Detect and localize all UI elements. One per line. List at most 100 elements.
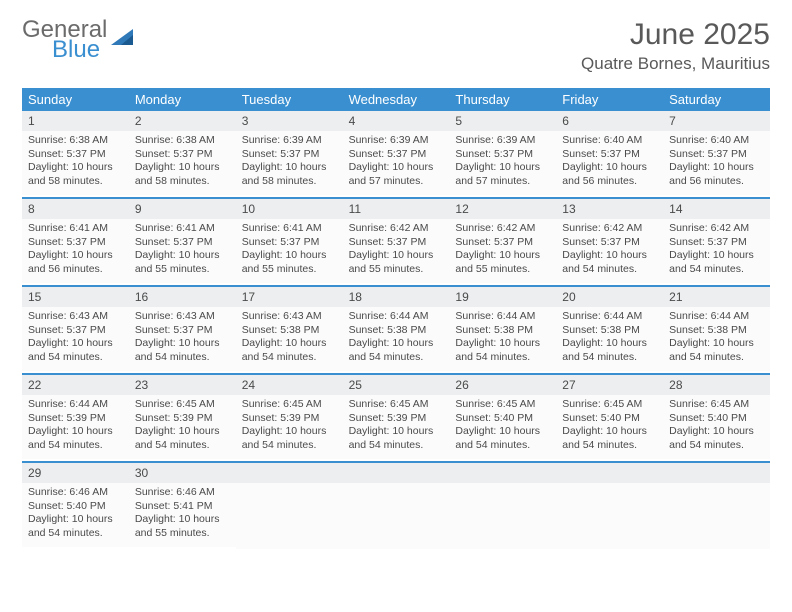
sunrise-text: Sunrise: 6:40 AM xyxy=(562,134,657,148)
day-cell: 1Sunrise: 6:38 AMSunset: 5:37 PMDaylight… xyxy=(22,111,129,197)
day-body: Sunrise: 6:42 AMSunset: 5:37 PMDaylight:… xyxy=(663,219,770,283)
sunrise-text: Sunrise: 6:38 AM xyxy=(135,134,230,148)
day-number: 3 xyxy=(236,111,343,131)
day-number: 23 xyxy=(129,375,236,395)
day-number: 7 xyxy=(663,111,770,131)
sunset-text: Sunset: 5:38 PM xyxy=(349,324,444,338)
sunrise-text: Sunrise: 6:43 AM xyxy=(135,310,230,324)
sunrise-text: Sunrise: 6:44 AM xyxy=(455,310,550,324)
daylight-text: Daylight: 10 hours and 54 minutes. xyxy=(669,249,764,276)
daylight-text: Daylight: 10 hours and 54 minutes. xyxy=(669,337,764,364)
day-cell xyxy=(449,463,556,549)
day-number: 4 xyxy=(343,111,450,131)
day-body: Sunrise: 6:45 AMSunset: 5:40 PMDaylight:… xyxy=(449,395,556,459)
daylight-text: Daylight: 10 hours and 54 minutes. xyxy=(562,425,657,452)
day-body: Sunrise: 6:42 AMSunset: 5:37 PMDaylight:… xyxy=(556,219,663,283)
daylight-text: Daylight: 10 hours and 55 minutes. xyxy=(135,249,230,276)
day-body: Sunrise: 6:43 AMSunset: 5:37 PMDaylight:… xyxy=(129,307,236,371)
day-number: 14 xyxy=(663,199,770,219)
day-body: Sunrise: 6:45 AMSunset: 5:40 PMDaylight:… xyxy=(556,395,663,459)
daylight-text: Daylight: 10 hours and 57 minutes. xyxy=(349,161,444,188)
daylight-text: Daylight: 10 hours and 54 minutes. xyxy=(28,513,123,540)
dayname-row: Sunday Monday Tuesday Wednesday Thursday… xyxy=(22,88,770,111)
day-cell: 26Sunrise: 6:45 AMSunset: 5:40 PMDayligh… xyxy=(449,375,556,461)
day-cell: 9Sunrise: 6:41 AMSunset: 5:37 PMDaylight… xyxy=(129,199,236,285)
daylight-text: Daylight: 10 hours and 54 minutes. xyxy=(669,425,764,452)
day-body: Sunrise: 6:41 AMSunset: 5:37 PMDaylight:… xyxy=(236,219,343,283)
day-cell: 29Sunrise: 6:46 AMSunset: 5:40 PMDayligh… xyxy=(22,463,129,549)
sunset-text: Sunset: 5:41 PM xyxy=(135,500,230,514)
sunset-text: Sunset: 5:39 PM xyxy=(28,412,123,426)
day-body-empty xyxy=(556,483,663,549)
day-cell xyxy=(663,463,770,549)
day-cell: 22Sunrise: 6:44 AMSunset: 5:39 PMDayligh… xyxy=(22,375,129,461)
sunset-text: Sunset: 5:37 PM xyxy=(135,236,230,250)
sunrise-text: Sunrise: 6:39 AM xyxy=(242,134,337,148)
day-number: 19 xyxy=(449,287,556,307)
sunset-text: Sunset: 5:37 PM xyxy=(28,148,123,162)
daylight-text: Daylight: 10 hours and 56 minutes. xyxy=(28,249,123,276)
sunrise-text: Sunrise: 6:39 AM xyxy=(455,134,550,148)
day-body: Sunrise: 6:39 AMSunset: 5:37 PMDaylight:… xyxy=(449,131,556,195)
sunset-text: Sunset: 5:37 PM xyxy=(135,148,230,162)
daylight-text: Daylight: 10 hours and 54 minutes. xyxy=(455,337,550,364)
sunset-text: Sunset: 5:40 PM xyxy=(455,412,550,426)
day-number: 28 xyxy=(663,375,770,395)
day-number: 24 xyxy=(236,375,343,395)
daylight-text: Daylight: 10 hours and 56 minutes. xyxy=(562,161,657,188)
day-cell: 6Sunrise: 6:40 AMSunset: 5:37 PMDaylight… xyxy=(556,111,663,197)
daylight-text: Daylight: 10 hours and 54 minutes. xyxy=(28,337,123,364)
sunrise-text: Sunrise: 6:44 AM xyxy=(562,310,657,324)
day-body: Sunrise: 6:43 AMSunset: 5:37 PMDaylight:… xyxy=(22,307,129,371)
day-number-empty xyxy=(343,463,450,483)
dayname: Tuesday xyxy=(236,88,343,111)
day-number: 27 xyxy=(556,375,663,395)
page-subtitle: Quatre Bornes, Mauritius xyxy=(581,54,770,74)
day-body: Sunrise: 6:45 AMSunset: 5:40 PMDaylight:… xyxy=(663,395,770,459)
day-body: Sunrise: 6:40 AMSunset: 5:37 PMDaylight:… xyxy=(663,131,770,195)
day-number: 16 xyxy=(129,287,236,307)
daylight-text: Daylight: 10 hours and 54 minutes. xyxy=(349,337,444,364)
daylight-text: Daylight: 10 hours and 54 minutes. xyxy=(242,425,337,452)
day-cell: 13Sunrise: 6:42 AMSunset: 5:37 PMDayligh… xyxy=(556,199,663,285)
sunset-text: Sunset: 5:37 PM xyxy=(669,148,764,162)
daylight-text: Daylight: 10 hours and 54 minutes. xyxy=(562,249,657,276)
day-cell: 15Sunrise: 6:43 AMSunset: 5:37 PMDayligh… xyxy=(22,287,129,373)
day-number-empty xyxy=(556,463,663,483)
daylight-text: Daylight: 10 hours and 54 minutes. xyxy=(562,337,657,364)
dayname: Sunday xyxy=(22,88,129,111)
day-cell: 20Sunrise: 6:44 AMSunset: 5:38 PMDayligh… xyxy=(556,287,663,373)
sunrise-text: Sunrise: 6:41 AM xyxy=(28,222,123,236)
day-number: 30 xyxy=(129,463,236,483)
page-title: June 2025 xyxy=(581,18,770,52)
day-number-empty xyxy=(663,463,770,483)
sunrise-text: Sunrise: 6:45 AM xyxy=(349,398,444,412)
day-cell: 5Sunrise: 6:39 AMSunset: 5:37 PMDaylight… xyxy=(449,111,556,197)
sunrise-text: Sunrise: 6:43 AM xyxy=(242,310,337,324)
day-number: 29 xyxy=(22,463,129,483)
sunrise-text: Sunrise: 6:45 AM xyxy=(562,398,657,412)
title-block: June 2025 Quatre Bornes, Mauritius xyxy=(581,18,770,74)
day-number: 13 xyxy=(556,199,663,219)
day-cell: 17Sunrise: 6:43 AMSunset: 5:38 PMDayligh… xyxy=(236,287,343,373)
daylight-text: Daylight: 10 hours and 54 minutes. xyxy=(455,425,550,452)
day-number: 15 xyxy=(22,287,129,307)
sunset-text: Sunset: 5:37 PM xyxy=(455,236,550,250)
day-body-empty xyxy=(343,483,450,549)
day-cell: 2Sunrise: 6:38 AMSunset: 5:37 PMDaylight… xyxy=(129,111,236,197)
daylight-text: Daylight: 10 hours and 58 minutes. xyxy=(28,161,123,188)
day-body: Sunrise: 6:38 AMSunset: 5:37 PMDaylight:… xyxy=(129,131,236,195)
day-number: 17 xyxy=(236,287,343,307)
sunrise-text: Sunrise: 6:42 AM xyxy=(669,222,764,236)
sunrise-text: Sunrise: 6:45 AM xyxy=(135,398,230,412)
day-body: Sunrise: 6:45 AMSunset: 5:39 PMDaylight:… xyxy=(129,395,236,459)
sunset-text: Sunset: 5:40 PM xyxy=(562,412,657,426)
day-cell: 23Sunrise: 6:45 AMSunset: 5:39 PMDayligh… xyxy=(129,375,236,461)
day-body: Sunrise: 6:45 AMSunset: 5:39 PMDaylight:… xyxy=(236,395,343,459)
sunrise-text: Sunrise: 6:39 AM xyxy=(349,134,444,148)
week-row: 29Sunrise: 6:46 AMSunset: 5:40 PMDayligh… xyxy=(22,463,770,549)
day-cell: 27Sunrise: 6:45 AMSunset: 5:40 PMDayligh… xyxy=(556,375,663,461)
sunrise-text: Sunrise: 6:45 AM xyxy=(669,398,764,412)
sunset-text: Sunset: 5:38 PM xyxy=(455,324,550,338)
daylight-text: Daylight: 10 hours and 54 minutes. xyxy=(135,425,230,452)
